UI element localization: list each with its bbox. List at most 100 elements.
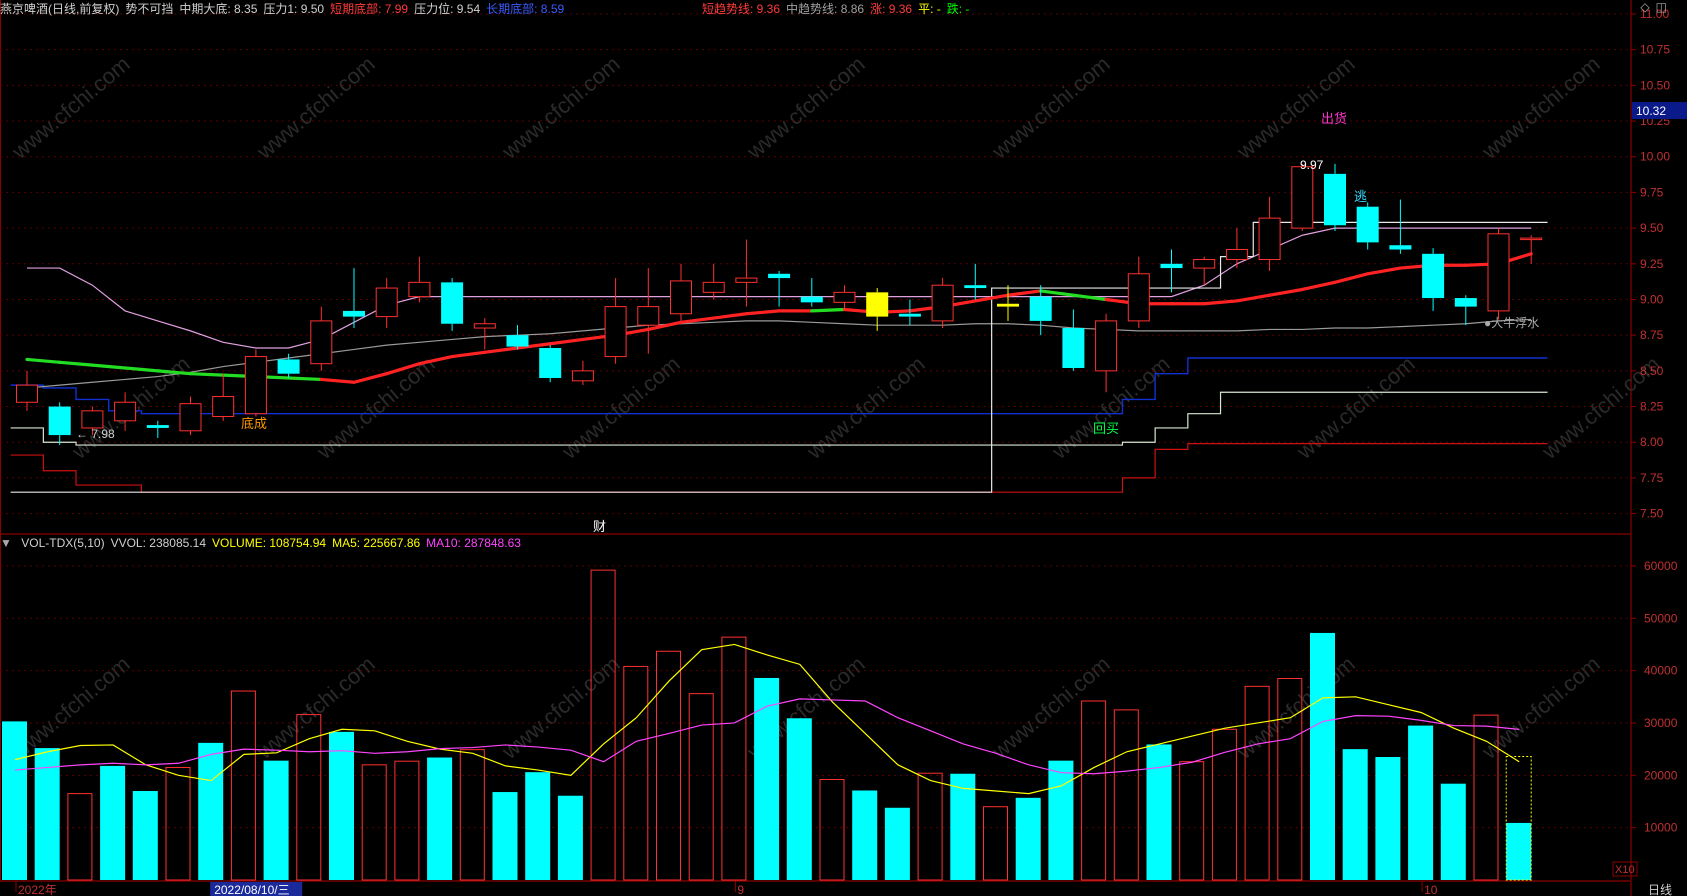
volume-bar-up bbox=[1113, 709, 1139, 881]
short-trend-segment bbox=[319, 377, 356, 384]
short-trend-segment bbox=[483, 346, 520, 354]
short-trend-segment bbox=[679, 316, 716, 324]
short-trend-segment bbox=[1039, 289, 1076, 297]
short-trend-segment bbox=[1267, 287, 1304, 297]
volume-bar-up bbox=[1081, 700, 1107, 881]
bottom-signal-label: 底成 bbox=[241, 416, 267, 431]
volume-bar-down bbox=[34, 748, 60, 880]
candle-body-down bbox=[48, 406, 71, 436]
candle-body-up bbox=[931, 284, 954, 322]
volume-header-item: VOLUME: 108754.94 bbox=[212, 536, 327, 550]
date-cursor-tag bbox=[210, 882, 303, 896]
volume-bar-up bbox=[819, 779, 845, 881]
current-price-label: 10.32 bbox=[1636, 104, 1666, 118]
volume-bar-down bbox=[1015, 797, 1041, 880]
price-tick-label: 8.00 bbox=[1640, 435, 1664, 449]
short-trend-segment bbox=[1300, 280, 1337, 292]
header-item: 短期底部: 7.99 bbox=[330, 2, 409, 16]
volume-bar-up bbox=[656, 650, 681, 881]
price-tick-label: 9.25 bbox=[1640, 257, 1664, 271]
candles[interactable] bbox=[16, 163, 1543, 446]
candle-body-up bbox=[310, 320, 333, 365]
candle-body-down bbox=[539, 348, 562, 378]
short-trend-segment bbox=[385, 362, 421, 376]
volume-bar-down bbox=[1146, 744, 1172, 880]
candle-body-up bbox=[1095, 320, 1118, 372]
short-trend-segment bbox=[450, 350, 487, 359]
header-item: 势不可挡 bbox=[125, 2, 174, 16]
volume-bar-up bbox=[230, 690, 256, 881]
candle-body-up bbox=[637, 306, 660, 326]
price-tick-label: 11.00 bbox=[1640, 7, 1669, 21]
candle-body-up bbox=[833, 291, 856, 303]
candle-body-down bbox=[800, 296, 823, 303]
volume-bar-up bbox=[459, 749, 485, 881]
volume-tick-label: 40000 bbox=[1644, 664, 1678, 678]
volume-bar-down bbox=[100, 765, 126, 880]
volume-bar-up bbox=[590, 569, 616, 881]
volume-tick-label: 30000 bbox=[1644, 716, 1678, 730]
short-trend-segment bbox=[1235, 293, 1272, 303]
volume-ma5-line bbox=[14, 643, 1520, 795]
candle-body-down bbox=[1160, 263, 1183, 269]
candle-body-down bbox=[1454, 298, 1477, 307]
volume-bar-down bbox=[1310, 632, 1335, 880]
volume-bar-down bbox=[1048, 760, 1074, 880]
volume-bar-down bbox=[525, 772, 551, 880]
volume-bar-up bbox=[1277, 677, 1303, 881]
long-bottom-line bbox=[10, 357, 1548, 415]
short-trend-segment bbox=[1071, 293, 1108, 302]
volume-bar-up bbox=[394, 760, 420, 881]
volume-bar-up bbox=[361, 764, 387, 881]
price-tick-label: 8.50 bbox=[1640, 364, 1664, 378]
short-trend-segment bbox=[1333, 272, 1370, 284]
trend-item: 跌: - bbox=[946, 2, 970, 16]
candle-body-up bbox=[473, 323, 496, 329]
short-trend-segment bbox=[744, 309, 781, 316]
price-tick-label: 10.50 bbox=[1640, 78, 1670, 92]
x-axis-label: 10 bbox=[1424, 883, 1438, 896]
candle-body-down bbox=[441, 282, 464, 324]
escape-signal-label: 逃 bbox=[1354, 189, 1367, 204]
short-trend-segment bbox=[352, 372, 389, 384]
price-grid bbox=[0, 13, 1630, 515]
short-trend-segment bbox=[810, 307, 847, 313]
candle-body-down bbox=[1029, 296, 1052, 321]
window-icon[interactable]: ◫ bbox=[1655, 0, 1667, 14]
short-trend-segment bbox=[712, 312, 749, 320]
trend-item: 平: - bbox=[918, 2, 941, 16]
x-axis-label: 9 bbox=[737, 883, 744, 896]
header-item: 长期底部: 8.59 bbox=[486, 2, 565, 16]
trend-item: 短趋势线: 9.36 bbox=[702, 2, 781, 16]
trend-item: 中趋势线: 8.86 bbox=[786, 2, 865, 16]
volume-bar-up bbox=[623, 665, 649, 881]
x-axis-label: 2022/08/10/三 bbox=[214, 883, 289, 896]
short-trend-segment bbox=[58, 360, 95, 367]
candle-body-up bbox=[212, 396, 235, 418]
volume-bar-up bbox=[165, 766, 191, 881]
volume-tick-label: 50000 bbox=[1644, 611, 1678, 625]
header-item: 中期大底: 8.35 bbox=[179, 2, 258, 16]
candle-body-down bbox=[343, 310, 365, 317]
volume-bar-down bbox=[557, 795, 583, 880]
short-trend-segment bbox=[1006, 289, 1043, 297]
collapse-icon[interactable]: ▼ bbox=[0, 536, 12, 550]
short-trend-segment bbox=[90, 363, 127, 370]
volume-bar-down bbox=[492, 792, 518, 880]
volume-header-item: VVOL: 238085.14 bbox=[110, 536, 207, 550]
short-trend-segment bbox=[417, 354, 454, 366]
volume-bar-up bbox=[67, 793, 93, 881]
candle-body-up bbox=[670, 280, 692, 315]
short-trend-segment bbox=[156, 369, 193, 376]
price-tick-label: 10.75 bbox=[1640, 43, 1670, 57]
volume-bar-down bbox=[1342, 749, 1368, 880]
candle-body-up bbox=[1193, 259, 1216, 269]
price-tick-label: 10.00 bbox=[1640, 150, 1670, 164]
buyback-signal-label: 回买 bbox=[1093, 421, 1119, 436]
volume-bar-up bbox=[296, 714, 322, 881]
diamond-icon[interactable]: ◇ bbox=[1640, 0, 1650, 14]
scale-label: X10 bbox=[1615, 864, 1635, 876]
